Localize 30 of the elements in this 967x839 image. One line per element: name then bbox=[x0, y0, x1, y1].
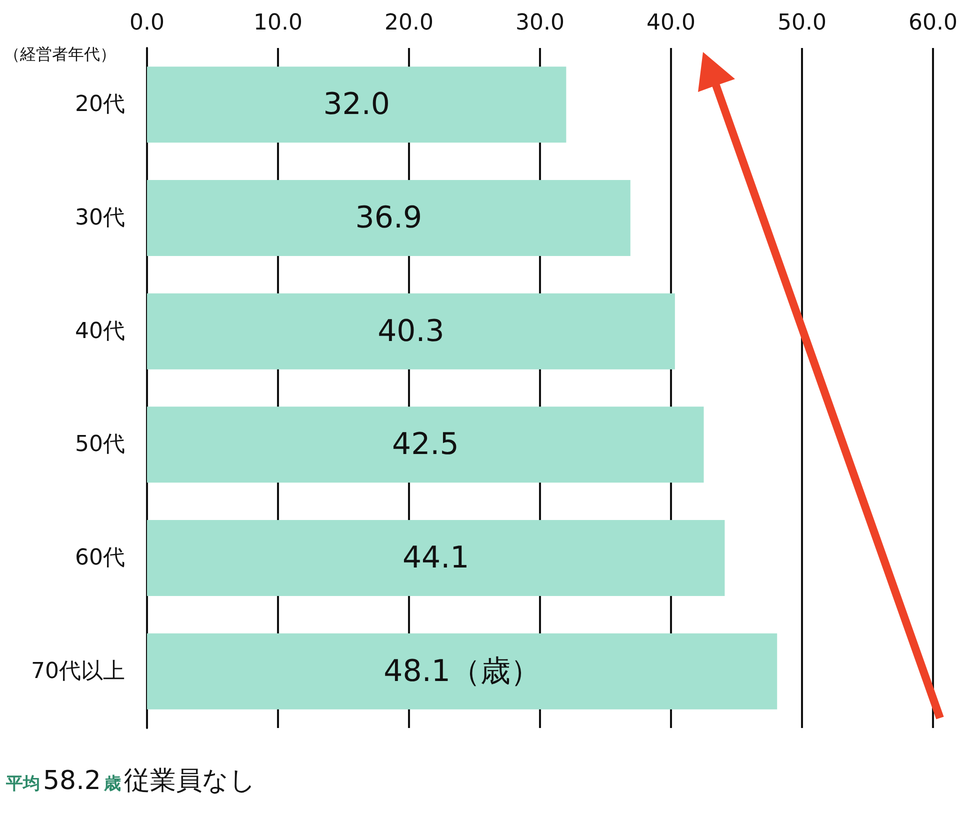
x-tick-label: 20.0 bbox=[384, 10, 434, 36]
bar bbox=[147, 293, 675, 370]
y-tick-label: 40代 bbox=[75, 318, 125, 344]
x-tick-label: 40.0 bbox=[646, 10, 696, 36]
text: 歳 bbox=[102, 774, 121, 794]
y-axis-title: （経営者年代） bbox=[4, 44, 116, 64]
y-tick-label: 20代 bbox=[75, 92, 125, 118]
bar bbox=[147, 520, 725, 596]
y-tick-label: 30代 bbox=[75, 206, 125, 230]
data-label: 48.1（歳） bbox=[384, 654, 540, 689]
text: 平均 bbox=[5, 774, 40, 794]
data-label: 44.1 bbox=[402, 540, 470, 576]
data-label: 42.5 bbox=[392, 427, 459, 462]
y-tick-label: 50代 bbox=[75, 432, 125, 458]
bar bbox=[147, 180, 630, 256]
y-tick-label: 60代 bbox=[75, 546, 125, 570]
data-label: 32.0 bbox=[323, 87, 390, 122]
x-tick-label: 60.0 bbox=[908, 10, 958, 36]
bar bbox=[147, 406, 704, 483]
bar bbox=[147, 633, 778, 710]
bar bbox=[147, 66, 566, 143]
x-tick-label: 10.0 bbox=[254, 10, 302, 36]
data-label: 36.9 bbox=[355, 200, 422, 236]
x-tick-label: 0.0 bbox=[130, 10, 164, 36]
text: 従業員なし bbox=[124, 766, 256, 796]
y-tick-label: 70代以上 bbox=[31, 658, 125, 684]
text: 58.2 bbox=[43, 766, 101, 796]
x-tick-label: 50.0 bbox=[778, 10, 826, 36]
data-label: 40.3 bbox=[378, 314, 444, 349]
x-tick-label: 30.0 bbox=[516, 10, 564, 36]
